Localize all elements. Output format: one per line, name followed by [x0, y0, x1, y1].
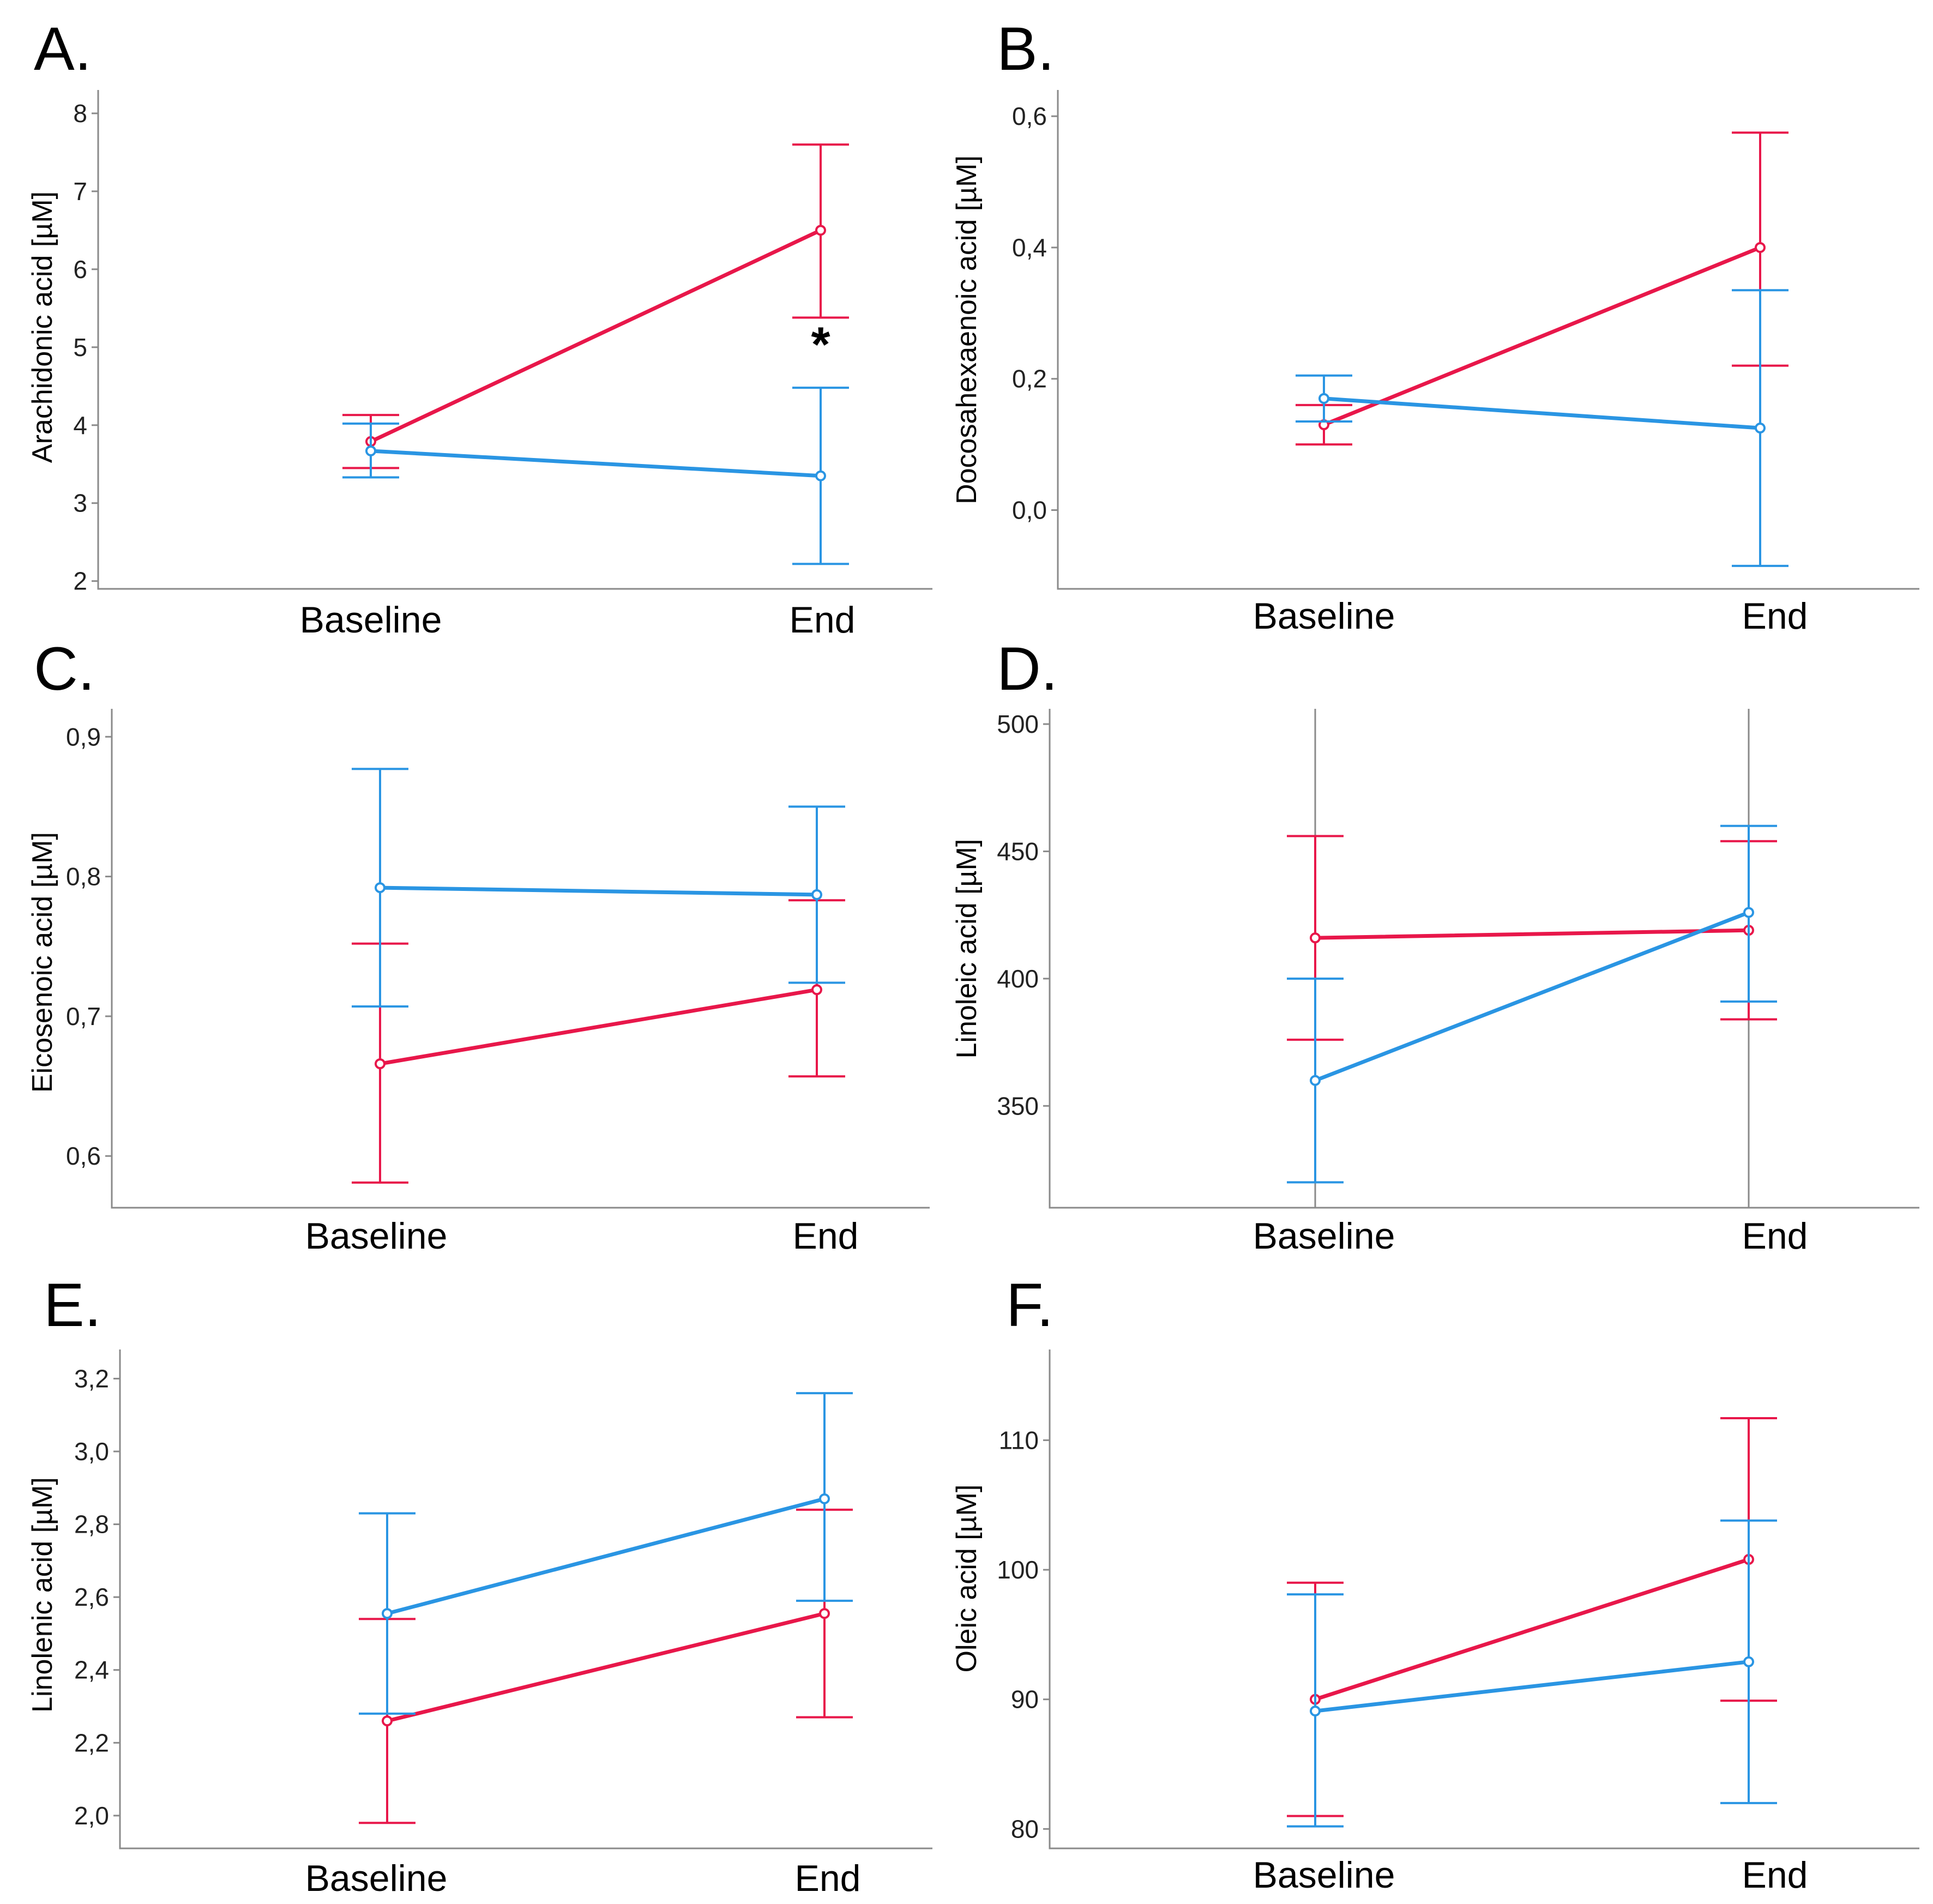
panel-a: A. Arachidonic acid [µM] Baseline End * … — [27, 15, 932, 641]
series-line-c-blue — [378, 885, 819, 897]
x-category-label-b-baseline: Baseline — [1253, 595, 1395, 637]
axes-d — [1049, 709, 1919, 1209]
series-line-f-red — [1313, 1557, 1751, 1702]
panel-b: B. Docosahexaenoic acid [µM] Baseline En… — [951, 15, 1919, 637]
panel-letter-e: E. — [44, 1271, 101, 1339]
y-axis-label-d: Linoleic acid [µM] — [951, 839, 983, 1059]
x-category-label-d-end: End — [1742, 1215, 1808, 1257]
y-tick-label-e: 3,2 — [74, 1364, 109, 1393]
data-point-b-red-end — [1755, 242, 1766, 253]
y-tick-label-a: 6 — [73, 255, 87, 284]
y-tick-label-e: 2,4 — [74, 1656, 109, 1684]
series-line-c-red — [378, 987, 819, 1066]
y-tick-label-c: 0,9 — [66, 722, 101, 751]
y-tick-label-a: 3 — [73, 489, 87, 517]
axes-b — [1057, 90, 1919, 590]
data-point-e-blue-baseline — [382, 1608, 393, 1619]
data-point-b-blue-end — [1755, 423, 1766, 434]
data-point-b-blue-baseline — [1318, 393, 1329, 404]
axes-e — [119, 1349, 932, 1849]
axes-a — [97, 90, 932, 590]
y-tick-label-b: 0,6 — [1012, 102, 1047, 130]
panel-letter-d: D. — [997, 635, 1058, 703]
x-category-label-b-end: End — [1742, 595, 1808, 637]
data-point-f-blue-baseline — [1310, 1706, 1321, 1717]
data-point-e-red-baseline — [382, 1715, 393, 1727]
y-axis-label-c: Eicosenoic acid [µM] — [27, 832, 58, 1093]
y-tick-label-d: 350 — [997, 1092, 1039, 1120]
x-category-label-c-end: End — [793, 1215, 859, 1257]
data-point-e-blue-end — [819, 1493, 830, 1504]
y-tick-label-f: 90 — [1011, 1685, 1039, 1714]
data-point-c-red-end — [811, 984, 822, 996]
series-line-d-blue — [1313, 910, 1751, 1083]
y-tick-label-c: 0,6 — [66, 1142, 101, 1170]
series-line-a-red — [369, 228, 823, 444]
data-point-d-blue-end — [1743, 907, 1754, 918]
y-tick-label-a: 8 — [73, 99, 87, 128]
x-category-label-c-baseline: Baseline — [305, 1215, 448, 1257]
data-point-c-red-baseline — [375, 1058, 386, 1070]
data-point-c-blue-end — [811, 889, 822, 900]
y-tick-label-a: 2 — [73, 567, 87, 595]
y-tick-label-d: 500 — [997, 710, 1039, 738]
x-category-label-a-baseline: Baseline — [300, 599, 442, 641]
y-tick-label-b: 0,2 — [1012, 365, 1047, 393]
data-point-a-red-end — [815, 225, 826, 236]
y-tick-label-c: 0,8 — [66, 863, 101, 891]
axes-c — [111, 709, 930, 1209]
x-category-label-d-baseline: Baseline — [1253, 1215, 1395, 1257]
y-tick-label-e: 3,0 — [74, 1437, 109, 1466]
y-tick-label-a: 7 — [73, 177, 87, 206]
data-point-a-blue-baseline — [365, 445, 376, 456]
data-point-d-blue-baseline — [1310, 1075, 1321, 1086]
y-axis-label-f: Oleic acid [µM] — [951, 1485, 983, 1673]
y-tick-label-f: 110 — [999, 1426, 1039, 1454]
y-tick-label-e: 2,8 — [74, 1510, 109, 1539]
x-category-label-f-baseline: Baseline — [1253, 1854, 1395, 1896]
series-line-d-red — [1313, 928, 1751, 940]
x-category-label-f-end: End — [1742, 1854, 1808, 1896]
y-axis-label-a: Arachidonic acid [µM] — [27, 191, 58, 463]
panel-c: C. Eicosenoic acid [µM] Baseline End 0,6… — [27, 635, 930, 1257]
panel-letter-f: F. — [1006, 1271, 1053, 1339]
y-tick-label-d: 400 — [997, 965, 1039, 993]
y-tick-label-a: 5 — [73, 333, 87, 361]
y-tick-label-b: 0,4 — [1012, 233, 1047, 262]
x-category-label-e-baseline: Baseline — [305, 1858, 448, 1899]
data-point-e-red-end — [819, 1608, 830, 1619]
y-tick-label-e: 2,2 — [74, 1728, 109, 1757]
series-line-e-blue — [385, 1497, 827, 1616]
panel-d: D. Linoleic acid [µM] Baseline End 350 40… — [951, 635, 1919, 1257]
y-tick-label-f: 100 — [997, 1556, 1039, 1584]
panel-f: F. Oleic acid [µM] Baseline End 80 90 100 1… — [951, 1271, 1919, 1896]
significance-asterisk-a: * — [811, 318, 830, 372]
series-line-a-blue — [369, 449, 823, 478]
axes-f — [1049, 1349, 1919, 1849]
series-line-b-blue — [1322, 396, 1762, 430]
x-category-label-a-end: End — [790, 599, 856, 641]
panel-letter-b: B. — [997, 15, 1055, 83]
panel-letter-c: C. — [34, 635, 95, 703]
y-axis-label-b: Docosahexaenoic acid [µM] — [951, 155, 983, 504]
y-tick-label-e: 2,0 — [74, 1801, 109, 1830]
y-tick-label-e: 2,6 — [74, 1583, 109, 1611]
data-point-c-blue-baseline — [375, 882, 386, 894]
data-point-d-red-baseline — [1310, 932, 1321, 944]
panel-e: E. Linolenic acid [µM] Baseline End 2,0 2… — [27, 1271, 932, 1899]
y-tick-label-d: 450 — [997, 837, 1039, 865]
y-tick-label-a: 4 — [73, 411, 87, 439]
x-category-label-e-end: End — [795, 1858, 861, 1899]
data-point-a-blue-end — [815, 470, 826, 481]
data-point-f-blue-end — [1743, 1656, 1754, 1667]
y-tick-label-c: 0,7 — [66, 1002, 101, 1031]
series-line-e-red — [385, 1611, 827, 1723]
series-line-f-blue — [1313, 1660, 1751, 1713]
series-line-b-red — [1322, 245, 1762, 427]
y-tick-label-b: 0,0 — [1012, 496, 1047, 525]
panel-letter-a: A. — [34, 15, 92, 83]
y-tick-label-f: 80 — [1011, 1815, 1039, 1843]
y-axis-label-e: Linolenic acid [µM] — [27, 1477, 58, 1713]
